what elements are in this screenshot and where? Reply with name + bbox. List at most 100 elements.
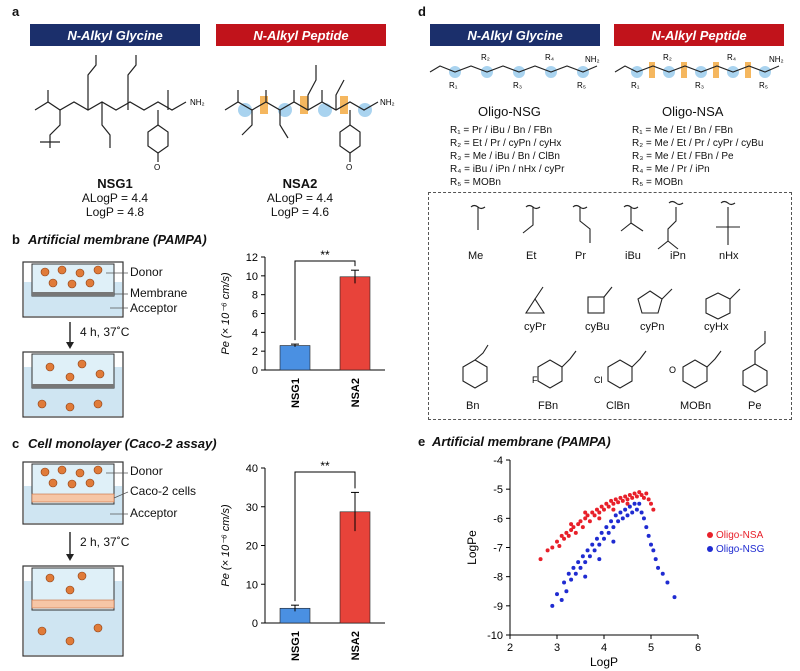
scatter-point-oligo-nsa [613, 497, 618, 502]
nsa-chain-r2: R₂ [663, 53, 672, 62]
scatter-point-oligo-nsg [599, 530, 604, 535]
scatter-point-oligo-nsa [609, 498, 614, 503]
chart-b-ytick-label: 10 [246, 271, 258, 283]
banner-n-alkyl-glycine: N-Alkyl Glycine [30, 24, 200, 46]
caco2-condition: 2 h, 37˚C [80, 535, 130, 549]
pampa-donor-label: Donor [130, 265, 163, 279]
chart-c-ytick-label: 20 [246, 541, 258, 553]
scatter-point-oligo-nsa [620, 498, 625, 503]
nsg-r4: R₄ = iBu / iPn / nHx / cyPr [450, 164, 565, 175]
scatter-point-oligo-nsg [618, 510, 623, 515]
scatter-point-oligo-nsa [545, 548, 550, 553]
chart-b-significance-bracket [294, 260, 356, 341]
scatter-point-oligo-nsg [649, 542, 653, 547]
scatter-point-oligo-nsg [656, 565, 661, 570]
fbn-f: F [532, 375, 538, 385]
panel-b-title: Artificial membrane (PAMPA) [28, 232, 207, 247]
scatter-point-oligo-nsa [585, 513, 590, 518]
scatter-point-oligo-nsg [573, 571, 578, 576]
scatter-point-oligo-nsg [580, 554, 585, 559]
chart-b-bar-nsg1 [279, 345, 311, 371]
scatter-xtick-label: 2 [507, 642, 513, 654]
sub-cypn: cyPn [640, 321, 665, 333]
scatter-point-oligo-nsg [609, 519, 614, 524]
scatter-point-oligo-nsa [590, 510, 595, 515]
nsa2-nh2: NH₂ [380, 98, 395, 107]
scatter-point-oligo-nsg [555, 592, 559, 597]
scatter-point-oligo-nsg [625, 513, 630, 518]
scatter-point-oligo-nsa [594, 507, 599, 512]
nsg-chain-r3: R₃ [513, 81, 522, 90]
scatter-point-oligo-nsa [597, 516, 602, 521]
scatter-point-oligo-nsg [616, 519, 621, 524]
legend-marker-oligo-nsa [707, 532, 713, 538]
oligo-nsa-title: Oligo-NSA [662, 104, 724, 119]
scatter-point-oligo-nsa [562, 536, 567, 541]
nsg-r3: R₃ = Me / iBu / Bn / ClBn [450, 151, 560, 162]
scatter-point-oligo-nsa [611, 501, 616, 506]
scatter-point-oligo-nsa [583, 510, 588, 515]
scatter-point-oligo-nsg [590, 542, 595, 547]
panel-label-e: e [418, 434, 426, 449]
scatter-point-oligo-nsa [592, 513, 597, 518]
chart-b-ytick-label: 6 [252, 309, 258, 321]
scatter-point-oligo-nsa [583, 516, 588, 521]
sub-pr: Pr [575, 250, 586, 262]
chart-c-ylabel: Pe (× 10⁻⁶ cm/s) [220, 504, 232, 587]
scatter-point-oligo-nsa [576, 522, 581, 527]
chart-c-ytick-label: 40 [246, 463, 258, 475]
scatter-point-oligo-nsa [649, 501, 653, 506]
sub-cybu: cyBu [585, 321, 610, 333]
chart-b-ytick-label: 4 [252, 327, 258, 339]
panel-label-a: a [12, 4, 20, 19]
panel-label-d: d [418, 4, 426, 19]
scatter-ytick-label: -4 [493, 455, 503, 467]
nsa2-alogp: ALogP = 4.4 [266, 191, 334, 205]
nsg-chain-r1: R₁ [449, 81, 458, 90]
scatter-point-oligo-nsa [569, 528, 574, 532]
scatter-point-oligo-nsg [613, 513, 618, 518]
scatter-point-oligo-nsa [625, 497, 630, 502]
panel-label-c: c [12, 436, 20, 451]
nsa-chain-nh2: NH₂ [769, 55, 784, 64]
scatter-point-oligo-nsg [611, 539, 616, 544]
nsg-chain-r2: R₂ [481, 53, 490, 62]
scatter-point-oligo-nsa [599, 504, 604, 509]
sub-fbn: FBn [538, 400, 559, 412]
nsa2-name: NSA2 [282, 176, 318, 191]
d-banner-n-alkyl-glycine: N-Alkyl Glycine [430, 24, 600, 46]
sub-bn: Bn [466, 400, 480, 412]
nsa-r1: R₁ = Me / Et / Bn / FBn [632, 125, 733, 136]
caco2-schematic [22, 461, 129, 657]
scatter-point-oligo-nsg [550, 603, 555, 608]
chart-b-ytick-label: 2 [252, 346, 258, 358]
scatter-point-oligo-nsg [611, 525, 616, 530]
chart-b-significance-label: ** [320, 248, 330, 262]
scatter-point-oligo-nsg [623, 507, 628, 512]
chart-c-significance-bracket [294, 471, 356, 602]
sub-cyhx: cyHx [704, 321, 729, 333]
chart-b-xtick-label: NSG1 [290, 378, 302, 408]
caco2-donor-label: Donor [130, 464, 163, 478]
scatter-ytick-label: -6 [493, 513, 503, 525]
scatter-point-oligo-nsa [641, 495, 646, 500]
scatter-point-oligo-nsg [597, 542, 602, 547]
scatter-point-oligo-nsg [634, 507, 639, 512]
scatter-point-oligo-nsa [557, 544, 562, 549]
nsa-r4: R₄ = Me / Pr / iPn [632, 164, 710, 175]
scatter-point-oligo-nsg [571, 565, 576, 570]
scatter-point-oligo-nsa [616, 500, 621, 505]
chart-c-ytick-label: 10 [246, 579, 258, 591]
nsg-r2: R₂ = Et / Pr / cyPn / cyHx [450, 138, 562, 149]
scatter-point-oligo-nsa [571, 525, 576, 530]
scatter-xlabel: LogP [590, 655, 618, 669]
chart-c-xtick-label: NSG1 [290, 631, 302, 661]
sub-cypr: cyPr [524, 321, 546, 333]
sub-me: Me [468, 250, 484, 262]
nsa2-logp: LogP = 4.6 [270, 205, 330, 219]
sub-clbn: ClBn [606, 400, 630, 412]
sub-et: Et [526, 250, 537, 262]
banner-n-alkyl-peptide: N-Alkyl Peptide [216, 24, 386, 46]
caco2-acceptor-label: Acceptor [130, 506, 178, 520]
scatter-point-oligo-nsg [592, 548, 597, 553]
